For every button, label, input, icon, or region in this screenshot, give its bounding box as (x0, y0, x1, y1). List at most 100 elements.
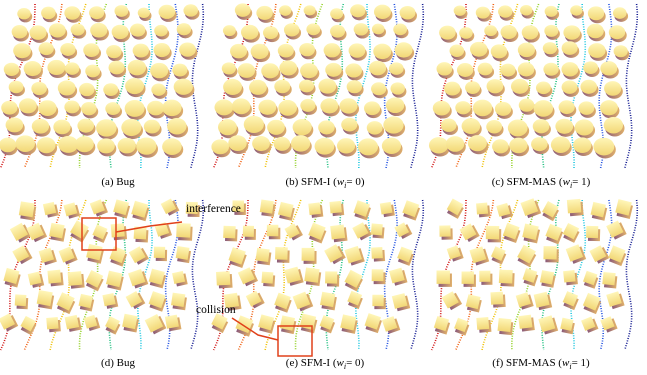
cylinder (85, 65, 100, 78)
cylinder (279, 60, 297, 75)
cylinder (300, 63, 318, 78)
cube (275, 247, 288, 260)
cylinder (511, 79, 529, 94)
cube (476, 317, 489, 330)
cylinder (325, 63, 341, 77)
cube (176, 246, 190, 260)
cylinder (395, 42, 413, 57)
cylinder (508, 119, 528, 136)
trajectory (625, 200, 638, 350)
cylinder (1, 101, 17, 115)
cylinder (293, 119, 312, 135)
cylinder (495, 102, 511, 116)
trajectory (411, 4, 424, 168)
cylinder (369, 61, 386, 76)
cylinder (9, 81, 24, 94)
cylinder (232, 98, 251, 114)
cylinder (324, 43, 341, 57)
cylinder (580, 80, 597, 94)
cylinder (533, 119, 550, 133)
caption-text: (f) SFM-MAS ( (492, 357, 562, 369)
cylinder (222, 62, 236, 74)
cube (37, 290, 53, 306)
cylinder (90, 23, 107, 38)
panel (211, 3, 423, 168)
cube (371, 247, 383, 259)
cube (372, 269, 384, 281)
cylinder (31, 82, 47, 95)
cylinder (386, 97, 404, 113)
cube (79, 294, 93, 308)
cylinder (83, 43, 99, 57)
cylinder (274, 137, 290, 151)
cylinder (252, 136, 270, 151)
cylinder (121, 119, 141, 136)
cylinder (390, 82, 404, 94)
cylinder (462, 118, 481, 134)
cube (243, 226, 254, 237)
cylinder (561, 62, 578, 76)
cylinder (318, 78, 336, 93)
cylinder (345, 63, 362, 77)
panel (429, 4, 637, 168)
caption-text: = 0) (346, 357, 364, 369)
cylinder (118, 138, 136, 154)
cylinder (300, 99, 315, 112)
cylinder (570, 5, 582, 15)
cube (15, 294, 27, 306)
caption: (e) SFM-I (wi= 0) (286, 357, 365, 371)
cylinder (450, 45, 465, 57)
cylinder (543, 63, 558, 76)
cylinder (17, 8, 30, 19)
caption: (c) SFM-MAS (wi= 1) (492, 176, 591, 190)
cylinder (258, 100, 276, 115)
cylinder (364, 101, 380, 115)
cube (308, 202, 321, 215)
collision-annotation: collision (196, 304, 312, 356)
cylinder (518, 62, 535, 76)
cube (260, 200, 274, 214)
cylinder (389, 62, 404, 75)
cylinder (400, 6, 416, 19)
cylinder (154, 25, 168, 37)
cube (563, 270, 575, 282)
cylinder (555, 119, 573, 134)
cylinder (174, 79, 193, 95)
cylinder (519, 99, 535, 112)
cylinder (125, 100, 145, 117)
cube (371, 223, 383, 235)
cylinder (150, 63, 168, 78)
caption-text: (d) Bug (101, 357, 135, 369)
cylinder (354, 23, 369, 35)
cube (256, 248, 270, 262)
cylinder (614, 45, 628, 57)
cylinder (371, 82, 386, 95)
cylinder (64, 6, 80, 19)
cylinder (339, 98, 357, 113)
trajectory (411, 200, 424, 350)
cube (216, 271, 230, 285)
cube (267, 225, 278, 236)
cylinder (75, 136, 94, 152)
cylinder (350, 4, 365, 17)
cylinder (274, 80, 290, 94)
cylinder (147, 101, 164, 116)
cylinder (315, 138, 335, 155)
caption-text: (a) Bug (101, 176, 135, 188)
cylinder (284, 23, 300, 36)
cylinder (500, 64, 515, 77)
cylinder (478, 63, 493, 76)
cylinder (77, 119, 94, 133)
cylinder (299, 80, 314, 93)
cylinder (562, 41, 578, 55)
cylinder (41, 7, 56, 19)
cylinder (439, 26, 456, 40)
cylinder (138, 8, 150, 18)
trajectory (191, 200, 204, 350)
cube (591, 202, 606, 217)
cylinder (211, 139, 229, 154)
cylinder (58, 80, 76, 95)
cube (102, 293, 115, 306)
cube (462, 271, 474, 283)
cylinder (125, 78, 144, 94)
